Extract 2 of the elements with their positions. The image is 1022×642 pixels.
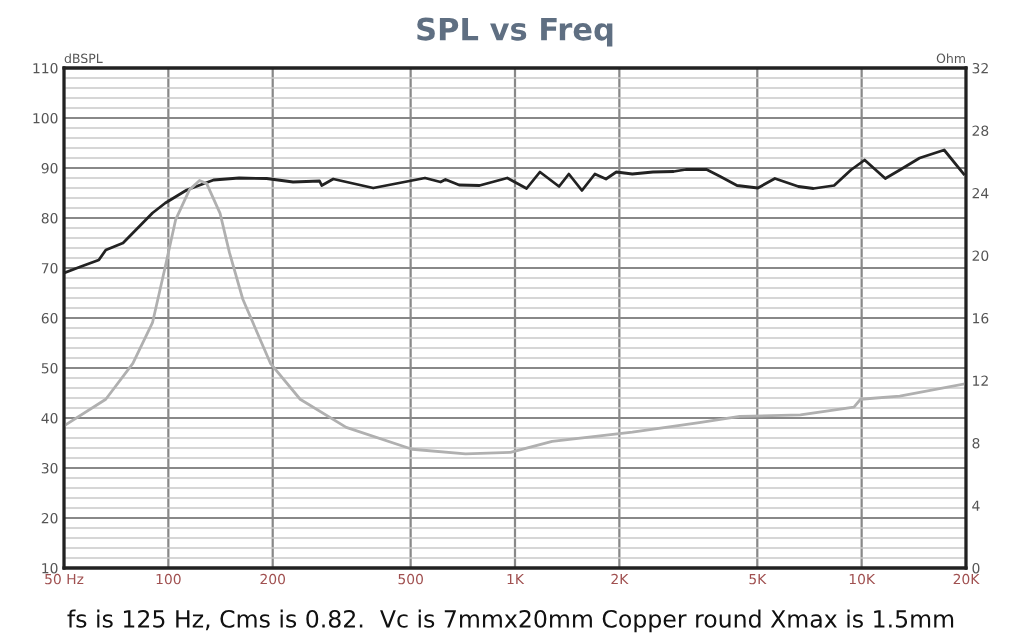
text: fs is 125 Hz, Cms is 0.82. Vc is 7mmx20mm Copper round Xmax is 1.5mm — [67, 609, 954, 633]
chart-title: SPL vs Freq — [417, 17, 613, 47]
